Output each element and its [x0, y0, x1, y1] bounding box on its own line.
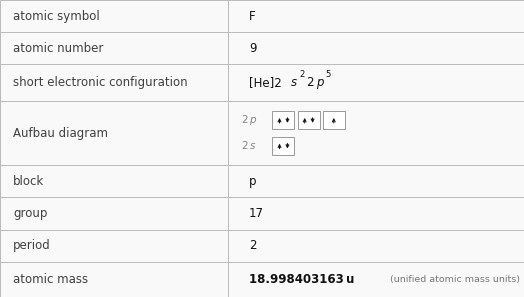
Text: 18.998403163 u: 18.998403163 u — [249, 273, 354, 286]
Bar — [272, 111, 294, 129]
Text: 2: 2 — [241, 116, 248, 125]
Bar — [298, 111, 320, 129]
Text: p: p — [249, 175, 256, 188]
Text: 5: 5 — [325, 70, 331, 79]
Text: F: F — [249, 10, 256, 23]
Bar — [272, 137, 294, 155]
Text: period: period — [13, 239, 51, 252]
Text: 17: 17 — [249, 207, 264, 220]
Text: (unified atomic mass units): (unified atomic mass units) — [390, 275, 520, 284]
Text: group: group — [13, 207, 48, 220]
Text: block: block — [13, 175, 45, 188]
Text: atomic number: atomic number — [13, 42, 103, 55]
Text: 2: 2 — [299, 70, 304, 79]
Text: atomic mass: atomic mass — [13, 273, 88, 286]
Text: 2: 2 — [241, 141, 248, 151]
Text: 2: 2 — [306, 76, 313, 89]
Text: 2: 2 — [249, 239, 256, 252]
Text: p: p — [249, 116, 256, 125]
Text: p: p — [315, 76, 323, 89]
Text: [He]2: [He]2 — [249, 76, 282, 89]
Text: atomic symbol: atomic symbol — [13, 10, 100, 23]
Text: s: s — [291, 76, 297, 89]
Text: 9: 9 — [249, 42, 256, 55]
Text: s: s — [249, 141, 255, 151]
Text: Aufbau diagram: Aufbau diagram — [13, 127, 108, 140]
Text: short electronic configuration: short electronic configuration — [13, 76, 188, 89]
Bar — [323, 111, 345, 129]
